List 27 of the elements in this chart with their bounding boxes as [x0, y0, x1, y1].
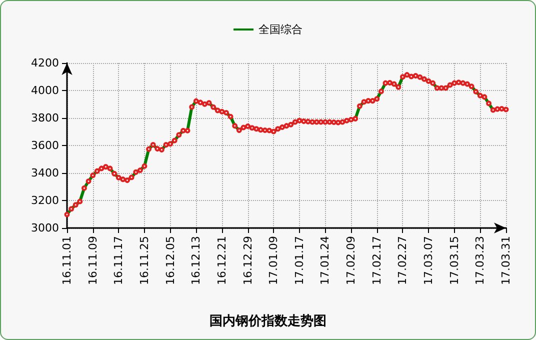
- x-tick-label: 16.12.05: [164, 236, 177, 285]
- x-tick-label: 16.11.09: [86, 236, 100, 285]
- x-tick-label: 16.12.21: [215, 236, 228, 285]
- text: 国内钢价指数走势图: [210, 313, 326, 329]
- x-tick-label: 17.02.17: [370, 236, 384, 285]
- x-tick-label: 17.03.15: [448, 236, 461, 285]
- y-tick-label: 3600: [31, 139, 59, 152]
- legend-label: 全国综合: [258, 23, 302, 36]
- x-tick-label: 17.01.09: [267, 236, 280, 285]
- x-tick-label: 17.03.23: [474, 236, 487, 285]
- x-tick-label: 17.02.09: [344, 236, 358, 285]
- y-tick-label: 3800: [31, 112, 59, 124]
- x-tick-label: 17.03.07: [422, 236, 436, 285]
- x-tick-label: 16.12.13: [190, 236, 203, 285]
- x-tick-label: 16.11.01: [60, 236, 74, 285]
- y-tick-label: 4200: [31, 56, 59, 70]
- x-tick-label: 17.02.27: [396, 236, 410, 285]
- x-tick-label: 16.12.29: [241, 236, 254, 285]
- x-tick-label: 16.11.25: [138, 236, 151, 285]
- x-tick-label: 17.03.31: [500, 236, 512, 285]
- y-tick-label: 3200: [31, 194, 59, 207]
- x-tick-label: 17.01.24: [318, 236, 332, 285]
- y-tick-label: 4000: [31, 84, 59, 97]
- y-tick-label: 3400: [31, 166, 59, 180]
- x-tick-label: 17.01.17: [292, 236, 306, 285]
- x-tick-label: 16.11.17: [112, 236, 126, 285]
- y-tick-label: 3000: [31, 222, 59, 234]
